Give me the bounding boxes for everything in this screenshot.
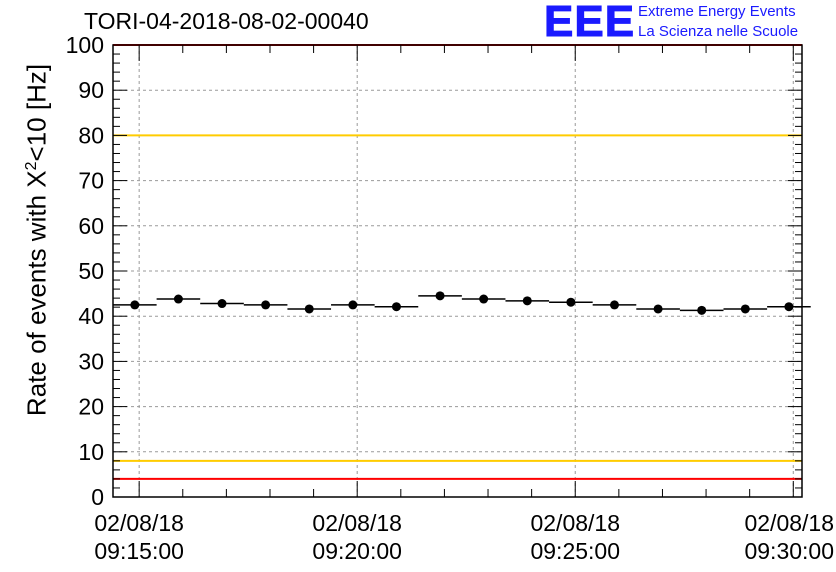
- data-points: [113, 291, 811, 315]
- data-point: [653, 304, 663, 314]
- y-tick-label: 50: [78, 258, 104, 284]
- y-tick-label: 100: [66, 32, 104, 58]
- data-point: [479, 294, 489, 304]
- axis-ticks: 010203040506070809010002/08/1809:15:0002…: [66, 32, 834, 564]
- x-tick-date-label: 02/08/18: [530, 510, 620, 536]
- logo-line-2: La Scienza nelle Scuole: [638, 23, 799, 40]
- data-point: [784, 302, 794, 312]
- eee-logo: EEE: [543, 0, 636, 46]
- x-tick-time-label: 09:30:00: [744, 538, 834, 564]
- y-tick-label: 80: [78, 122, 104, 148]
- y-tick-label: 0: [91, 484, 104, 510]
- y-tick-label: 60: [78, 213, 104, 239]
- data-point: [740, 304, 750, 314]
- y-tick-label: 20: [78, 394, 104, 420]
- x-tick-time-label: 09:15:00: [94, 538, 184, 564]
- x-tick-date-label: 02/08/18: [744, 510, 834, 536]
- y-tick-label: 40: [78, 303, 104, 329]
- chart-title: TORI-04-2018-08-02-00040: [84, 8, 369, 34]
- data-point: [217, 299, 227, 309]
- x-tick-date-label: 02/08/18: [94, 510, 184, 536]
- data-point: [522, 296, 532, 306]
- y-tick-label: 70: [78, 168, 104, 194]
- data-point: [435, 291, 445, 301]
- data-point: [130, 300, 140, 310]
- data-point: [566, 297, 576, 307]
- data-point: [261, 300, 271, 310]
- data-point: [697, 305, 707, 315]
- y-tick-label: 90: [78, 77, 104, 103]
- x-tick-time-label: 09:25:00: [530, 538, 620, 564]
- x-tick-date-label: 02/08/18: [312, 510, 402, 536]
- data-point: [348, 300, 358, 310]
- grid-lines: [113, 45, 802, 497]
- reference-lines: [113, 44, 802, 480]
- data-point: [609, 300, 619, 310]
- y-tick-label: 30: [78, 348, 104, 374]
- x-tick-time-label: 09:20:00: [312, 538, 402, 564]
- data-point: [173, 294, 183, 304]
- logo-line-1: Extreme Energy Events: [638, 3, 796, 20]
- data-point: [304, 304, 314, 314]
- y-tick-label: 10: [78, 439, 104, 465]
- data-point: [391, 302, 401, 312]
